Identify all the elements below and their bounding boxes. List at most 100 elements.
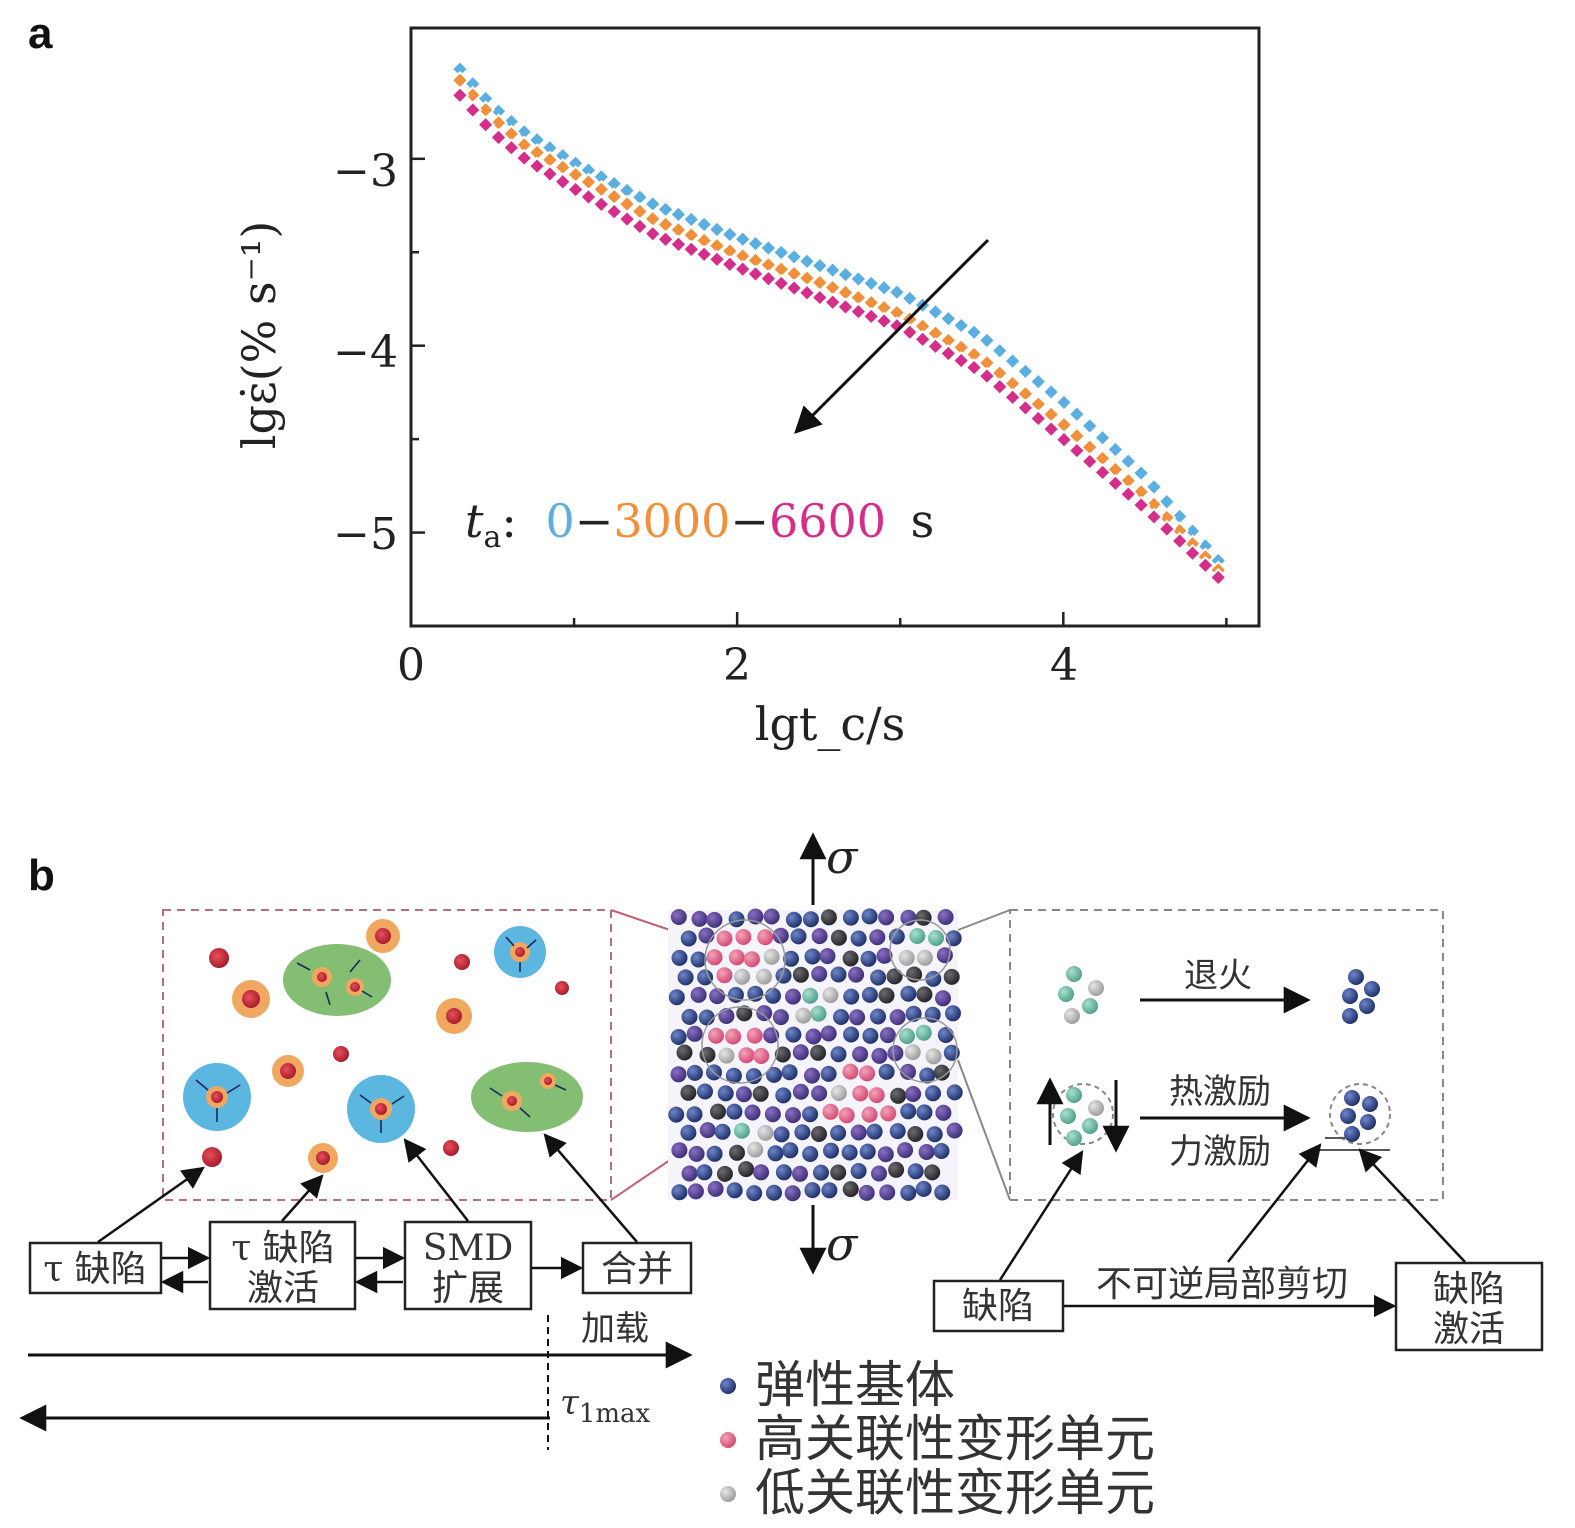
data-series [450, 59, 1228, 587]
atom [671, 949, 688, 966]
atom [861, 908, 878, 925]
atom [790, 928, 807, 945]
data-point-2 [926, 336, 945, 356]
atom [714, 1123, 731, 1140]
atom [699, 1122, 716, 1139]
atom [877, 1146, 894, 1163]
atom [821, 1182, 838, 1199]
y-axis-label: lgε̇(% s⁻¹) [232, 221, 286, 450]
data-point-2 [720, 254, 740, 274]
data-point-2 [604, 202, 624, 222]
atom [676, 1044, 693, 1061]
atom [861, 1106, 878, 1123]
atom [687, 1183, 704, 1200]
atom [781, 1064, 798, 1081]
atom [804, 1067, 820, 1084]
atom [802, 1106, 819, 1123]
legend-dot-high [720, 1432, 736, 1448]
atom [792, 1044, 809, 1061]
atom [811, 1126, 827, 1142]
panel-b-label: b [28, 851, 55, 900]
atom [716, 1165, 733, 1182]
data-point-2 [913, 329, 933, 349]
data-point-2 [1054, 430, 1074, 450]
atom [876, 947, 893, 964]
defect-box [28, 1241, 163, 1295]
legend: 弹性基体 高关联性变形单元 低关联性变形单元 [720, 1356, 1155, 1522]
atom [926, 1126, 943, 1143]
atom [860, 950, 877, 967]
atom [774, 1046, 791, 1063]
atom [744, 1104, 761, 1121]
axis-ticks [409, 157, 1228, 626]
atom [879, 1027, 896, 1044]
atom [792, 966, 809, 983]
atom [866, 1123, 883, 1140]
atom [686, 1106, 703, 1123]
atom [795, 1007, 812, 1024]
atom [707, 1180, 724, 1197]
atom [772, 1009, 789, 1026]
atom [717, 1085, 734, 1102]
atom [946, 1122, 963, 1139]
data-point-0 [848, 269, 868, 289]
atom [804, 948, 821, 965]
atom [766, 1066, 782, 1083]
atom [838, 1107, 855, 1124]
activation-right-label-2: 激活 [1433, 1309, 1505, 1350]
atom [699, 1046, 716, 1063]
data-point-2 [746, 264, 765, 284]
atom [943, 968, 960, 985]
data-point-0 [990, 341, 1010, 361]
atom [916, 949, 933, 966]
data-point-2 [476, 115, 496, 135]
annealing-schematic: 退火 热激励 力激励 [1036, 956, 1391, 1172]
data-point-2 [463, 100, 483, 120]
plot-frame [409, 26, 1261, 628]
data-point-0 [900, 288, 920, 308]
atom [706, 949, 723, 966]
data-point-2 [630, 216, 650, 236]
atom [708, 1027, 724, 1044]
atom [697, 969, 714, 986]
atom [888, 928, 905, 945]
legend-dot-low [720, 1486, 736, 1502]
atom [889, 1123, 906, 1140]
x-axis-label: lgt_c/s [755, 697, 906, 751]
anneal-label: 退火 [1184, 956, 1252, 996]
atom [841, 1144, 858, 1161]
atom [698, 1009, 715, 1026]
atom [886, 968, 903, 985]
atom [752, 1085, 769, 1102]
atom [830, 929, 847, 946]
atom [706, 1145, 723, 1162]
atom [822, 1103, 839, 1120]
data-point-2 [887, 316, 907, 336]
y-tick-3: −3 [333, 146, 398, 197]
atom [706, 911, 723, 928]
data-point-2 [733, 259, 753, 279]
atom [726, 1103, 743, 1120]
atom [792, 1165, 808, 1182]
atom [728, 949, 745, 966]
atom [804, 1182, 821, 1199]
atom [898, 949, 915, 966]
atom [716, 930, 733, 947]
atom [880, 1105, 897, 1122]
atom [733, 1122, 750, 1139]
atom [842, 1181, 859, 1198]
data-point-0 [1093, 428, 1112, 448]
data-point-2 [1093, 462, 1112, 482]
atom [850, 1163, 867, 1179]
atom [833, 1009, 849, 1025]
defect-activation-box-right [1394, 1261, 1544, 1352]
data-point-2 [1144, 507, 1164, 527]
atom [819, 948, 836, 965]
data-point-2 [1067, 441, 1087, 461]
x-tick-0: 0 [397, 640, 425, 691]
atom [900, 1103, 917, 1120]
atom [878, 1063, 895, 1080]
data-point-2 [900, 322, 920, 342]
data-point-2 [1170, 531, 1190, 551]
data-point-2 [1003, 387, 1023, 407]
